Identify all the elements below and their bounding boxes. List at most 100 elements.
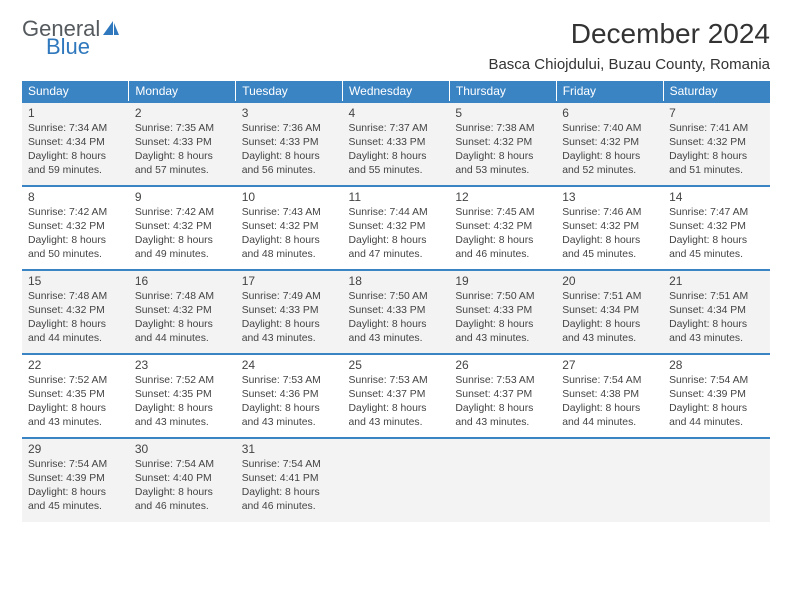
day-number: 27 [562,357,657,373]
day-info: Sunrise: 7:52 AMSunset: 4:35 PMDaylight:… [135,374,230,430]
calendar-cell: 6Sunrise: 7:40 AMSunset: 4:32 PMDaylight… [556,102,663,186]
day-info: Sunrise: 7:53 AMSunset: 4:37 PMDaylight:… [349,374,444,430]
calendar-cell: 1Sunrise: 7:34 AMSunset: 4:34 PMDaylight… [22,102,129,186]
calendar-cell: 3Sunrise: 7:36 AMSunset: 4:33 PMDaylight… [236,102,343,186]
calendar-cell: 12Sunrise: 7:45 AMSunset: 4:32 PMDayligh… [449,186,556,270]
calendar-row: 22Sunrise: 7:52 AMSunset: 4:35 PMDayligh… [22,354,770,438]
day-number: 22 [28,357,123,373]
day-number: 8 [28,189,123,205]
calendar-cell: 11Sunrise: 7:44 AMSunset: 4:32 PMDayligh… [343,186,450,270]
day-info: Sunrise: 7:48 AMSunset: 4:32 PMDaylight:… [135,290,230,346]
calendar-cell: 8Sunrise: 7:42 AMSunset: 4:32 PMDaylight… [22,186,129,270]
calendar-cell: 21Sunrise: 7:51 AMSunset: 4:34 PMDayligh… [663,270,770,354]
weekday-header-row: Sunday Monday Tuesday Wednesday Thursday… [22,81,770,102]
sail-icon [103,21,119,35]
day-number: 23 [135,357,230,373]
day-number: 20 [562,273,657,289]
calendar-cell: 9Sunrise: 7:42 AMSunset: 4:32 PMDaylight… [129,186,236,270]
location-text: Basca Chiojdului, Buzau County, Romania [488,56,770,73]
day-number: 18 [349,273,444,289]
day-info: Sunrise: 7:34 AMSunset: 4:34 PMDaylight:… [28,122,123,178]
day-number: 9 [135,189,230,205]
day-info: Sunrise: 7:54 AMSunset: 4:40 PMDaylight:… [135,458,230,514]
day-number: 17 [242,273,337,289]
calendar-cell: 25Sunrise: 7:53 AMSunset: 4:37 PMDayligh… [343,354,450,438]
calendar-cell: 28Sunrise: 7:54 AMSunset: 4:39 PMDayligh… [663,354,770,438]
day-number: 12 [455,189,550,205]
day-info: Sunrise: 7:54 AMSunset: 4:41 PMDaylight:… [242,458,337,514]
day-info: Sunrise: 7:54 AMSunset: 4:39 PMDaylight:… [669,374,764,430]
calendar-cell: 4Sunrise: 7:37 AMSunset: 4:33 PMDaylight… [343,102,450,186]
calendar-cell: 14Sunrise: 7:47 AMSunset: 4:32 PMDayligh… [663,186,770,270]
day-info: Sunrise: 7:50 AMSunset: 4:33 PMDaylight:… [349,290,444,346]
logo: General Blue [22,18,119,58]
calendar-cell: 30Sunrise: 7:54 AMSunset: 4:40 PMDayligh… [129,438,236,522]
calendar-cell: 10Sunrise: 7:43 AMSunset: 4:32 PMDayligh… [236,186,343,270]
day-number: 3 [242,105,337,121]
day-info: Sunrise: 7:52 AMSunset: 4:35 PMDaylight:… [28,374,123,430]
calendar-cell: 24Sunrise: 7:53 AMSunset: 4:36 PMDayligh… [236,354,343,438]
day-number: 15 [28,273,123,289]
day-number: 28 [669,357,764,373]
calendar-cell: 16Sunrise: 7:48 AMSunset: 4:32 PMDayligh… [129,270,236,354]
day-info: Sunrise: 7:43 AMSunset: 4:32 PMDaylight:… [242,206,337,262]
weekday-header: Wednesday [343,81,450,102]
weekday-header: Friday [556,81,663,102]
calendar-row: 8Sunrise: 7:42 AMSunset: 4:32 PMDaylight… [22,186,770,270]
day-info: Sunrise: 7:51 AMSunset: 4:34 PMDaylight:… [562,290,657,346]
calendar-cell: 7Sunrise: 7:41 AMSunset: 4:32 PMDaylight… [663,102,770,186]
day-number: 21 [669,273,764,289]
day-info: Sunrise: 7:49 AMSunset: 4:33 PMDaylight:… [242,290,337,346]
day-info: Sunrise: 7:42 AMSunset: 4:32 PMDaylight:… [135,206,230,262]
calendar-cell: 26Sunrise: 7:53 AMSunset: 4:37 PMDayligh… [449,354,556,438]
calendar-cell: 31Sunrise: 7:54 AMSunset: 4:41 PMDayligh… [236,438,343,522]
calendar-cell: 29Sunrise: 7:54 AMSunset: 4:39 PMDayligh… [22,438,129,522]
calendar-table: Sunday Monday Tuesday Wednesday Thursday… [22,81,770,522]
calendar-cell: 19Sunrise: 7:50 AMSunset: 4:33 PMDayligh… [449,270,556,354]
day-number: 4 [349,105,444,121]
weekday-header: Sunday [22,81,129,102]
day-info: Sunrise: 7:45 AMSunset: 4:32 PMDaylight:… [455,206,550,262]
day-info: Sunrise: 7:50 AMSunset: 4:33 PMDaylight:… [455,290,550,346]
day-info: Sunrise: 7:47 AMSunset: 4:32 PMDaylight:… [669,206,764,262]
calendar-cell [343,438,450,522]
calendar-cell [556,438,663,522]
day-info: Sunrise: 7:42 AMSunset: 4:32 PMDaylight:… [28,206,123,262]
day-number: 30 [135,441,230,457]
day-info: Sunrise: 7:36 AMSunset: 4:33 PMDaylight:… [242,122,337,178]
day-number: 14 [669,189,764,205]
calendar-cell [449,438,556,522]
calendar-cell: 27Sunrise: 7:54 AMSunset: 4:38 PMDayligh… [556,354,663,438]
calendar-cell: 22Sunrise: 7:52 AMSunset: 4:35 PMDayligh… [22,354,129,438]
day-info: Sunrise: 7:35 AMSunset: 4:33 PMDaylight:… [135,122,230,178]
day-number: 25 [349,357,444,373]
weekday-header: Thursday [449,81,556,102]
day-number: 19 [455,273,550,289]
day-number: 2 [135,105,230,121]
day-number: 29 [28,441,123,457]
calendar-cell: 15Sunrise: 7:48 AMSunset: 4:32 PMDayligh… [22,270,129,354]
day-number: 16 [135,273,230,289]
weekday-header: Saturday [663,81,770,102]
day-number: 6 [562,105,657,121]
day-info: Sunrise: 7:53 AMSunset: 4:36 PMDaylight:… [242,374,337,430]
day-info: Sunrise: 7:37 AMSunset: 4:33 PMDaylight:… [349,122,444,178]
calendar-cell: 23Sunrise: 7:52 AMSunset: 4:35 PMDayligh… [129,354,236,438]
day-number: 26 [455,357,550,373]
day-info: Sunrise: 7:53 AMSunset: 4:37 PMDaylight:… [455,374,550,430]
calendar-cell: 2Sunrise: 7:35 AMSunset: 4:33 PMDaylight… [129,102,236,186]
calendar-row: 29Sunrise: 7:54 AMSunset: 4:39 PMDayligh… [22,438,770,522]
weekday-header: Monday [129,81,236,102]
day-number: 11 [349,189,444,205]
weekday-header: Tuesday [236,81,343,102]
page-title: December 2024 [488,18,770,50]
day-info: Sunrise: 7:40 AMSunset: 4:32 PMDaylight:… [562,122,657,178]
day-info: Sunrise: 7:44 AMSunset: 4:32 PMDaylight:… [349,206,444,262]
calendar-cell: 13Sunrise: 7:46 AMSunset: 4:32 PMDayligh… [556,186,663,270]
day-number: 10 [242,189,337,205]
logo-blue-text: Blue [46,36,119,58]
day-info: Sunrise: 7:54 AMSunset: 4:38 PMDaylight:… [562,374,657,430]
day-info: Sunrise: 7:54 AMSunset: 4:39 PMDaylight:… [28,458,123,514]
day-number: 7 [669,105,764,121]
day-info: Sunrise: 7:38 AMSunset: 4:32 PMDaylight:… [455,122,550,178]
